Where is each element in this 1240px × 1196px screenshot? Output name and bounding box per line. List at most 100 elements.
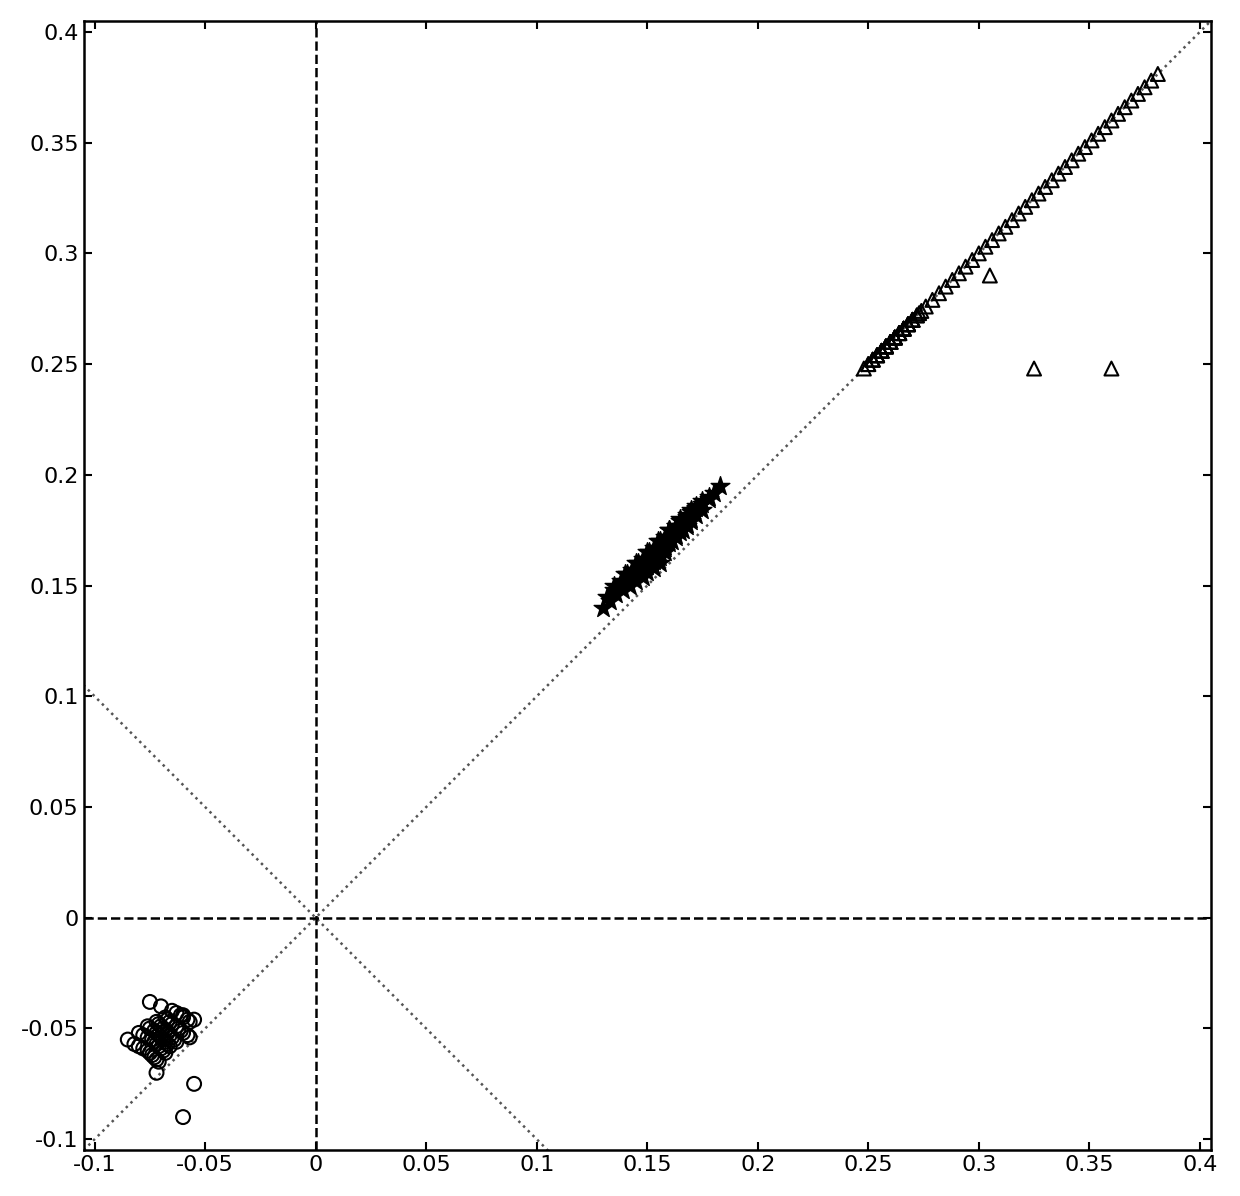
Point xyxy=(956,257,976,276)
Point xyxy=(671,509,691,529)
Point xyxy=(655,536,675,555)
Point xyxy=(1022,190,1042,209)
Point xyxy=(703,483,723,502)
Point xyxy=(686,496,706,515)
Point xyxy=(169,1019,188,1038)
Point xyxy=(682,502,702,521)
Point xyxy=(980,266,999,285)
Point xyxy=(166,1017,186,1036)
Point xyxy=(1028,184,1048,203)
Point xyxy=(666,517,686,536)
Point xyxy=(1095,117,1115,136)
Point xyxy=(867,346,887,365)
Point xyxy=(160,1037,180,1056)
Point xyxy=(885,328,905,347)
Point xyxy=(863,350,883,370)
Point xyxy=(988,224,1008,243)
Point xyxy=(149,1026,169,1045)
Point xyxy=(682,501,702,520)
Point xyxy=(635,549,655,568)
Point xyxy=(162,1001,182,1020)
Point xyxy=(138,1027,157,1046)
Point xyxy=(154,1030,174,1049)
Point xyxy=(872,341,892,360)
Point xyxy=(642,545,662,565)
Point xyxy=(637,543,657,562)
Point xyxy=(611,576,631,596)
Point xyxy=(626,572,646,591)
Point xyxy=(677,507,697,526)
Point xyxy=(651,554,671,573)
Point xyxy=(1101,359,1121,378)
Point xyxy=(671,523,691,542)
Point xyxy=(160,1012,180,1031)
Point xyxy=(637,556,657,575)
Point xyxy=(143,1030,162,1049)
Point xyxy=(894,319,914,338)
Point xyxy=(875,337,895,356)
Point xyxy=(185,1074,205,1093)
Point xyxy=(898,315,918,334)
Point xyxy=(655,527,675,547)
Point xyxy=(600,592,620,611)
Point xyxy=(166,1003,186,1023)
Point xyxy=(671,518,691,537)
Point xyxy=(134,1039,154,1058)
Point xyxy=(174,1107,193,1127)
Point xyxy=(949,264,968,283)
Point xyxy=(662,532,682,551)
Point xyxy=(124,1035,144,1054)
Point xyxy=(649,541,668,560)
Point xyxy=(134,1026,154,1045)
Point xyxy=(151,1039,171,1058)
Point xyxy=(618,565,637,584)
Point xyxy=(666,527,686,547)
Point xyxy=(180,1027,200,1046)
Point xyxy=(1081,130,1101,150)
Point xyxy=(996,218,1016,237)
Point xyxy=(649,532,668,551)
Point xyxy=(1008,205,1028,224)
Point xyxy=(894,319,914,338)
Point xyxy=(1069,145,1089,164)
Point xyxy=(631,561,651,580)
Point xyxy=(144,1048,164,1067)
Point xyxy=(660,520,680,539)
Point xyxy=(693,494,713,513)
Point xyxy=(162,1014,182,1033)
Point xyxy=(894,319,914,338)
Point xyxy=(872,341,892,360)
Point xyxy=(906,306,926,325)
Point xyxy=(1042,171,1061,190)
Point xyxy=(138,1017,157,1036)
Point xyxy=(936,277,956,297)
Point xyxy=(1016,197,1035,216)
Point xyxy=(880,332,900,352)
Point xyxy=(875,337,895,356)
Point xyxy=(651,532,671,551)
Point xyxy=(154,1041,174,1060)
Point xyxy=(157,1011,177,1030)
Point xyxy=(1148,65,1168,84)
Point xyxy=(618,572,637,591)
Point xyxy=(867,346,887,365)
Point xyxy=(624,565,644,584)
Point xyxy=(872,341,892,360)
Point xyxy=(171,1006,191,1025)
Point xyxy=(1101,111,1121,130)
Point xyxy=(155,1008,175,1027)
Point xyxy=(626,554,646,573)
Point xyxy=(651,548,671,567)
Point xyxy=(906,306,926,325)
Point xyxy=(903,310,923,329)
Point xyxy=(968,244,988,263)
Point xyxy=(632,549,652,568)
Point xyxy=(872,341,892,360)
Point xyxy=(621,561,641,580)
Point xyxy=(677,505,697,524)
Point xyxy=(1035,177,1055,196)
Point xyxy=(916,297,936,316)
Point xyxy=(1128,85,1148,104)
Point xyxy=(157,1035,177,1054)
Point xyxy=(657,527,677,547)
